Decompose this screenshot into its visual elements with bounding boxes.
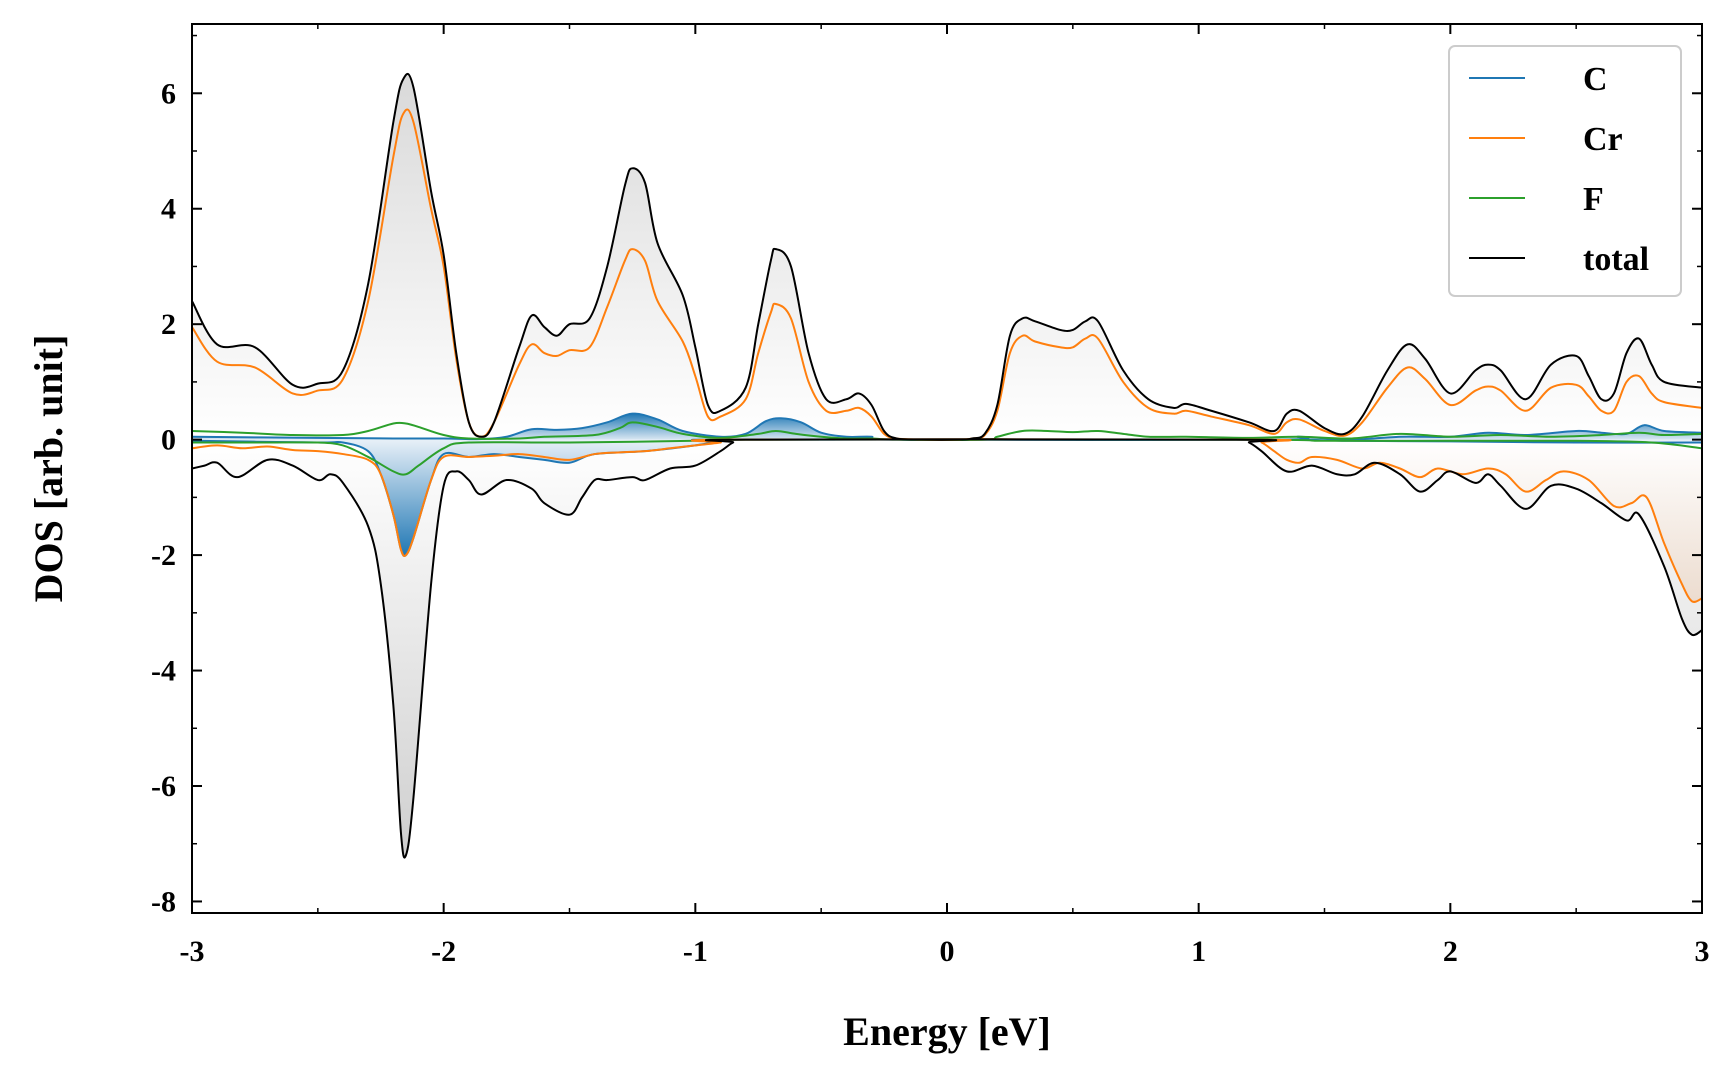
x-tick-label: 0	[940, 935, 955, 968]
area-cr-spin-down	[192, 439, 1702, 602]
legend-label-cr: Cr	[1583, 121, 1623, 158]
y-tick-label: -8	[151, 885, 176, 918]
area-total-spin-up	[192, 73, 1702, 440]
y-tick-label: 4	[161, 193, 176, 226]
y-tick-label: -6	[151, 770, 176, 803]
y-tick-label: -2	[151, 539, 176, 572]
line-f-spin-down	[192, 438, 1702, 476]
legend-label-f: F	[1583, 181, 1604, 218]
y-tick-label: 0	[161, 424, 176, 457]
legend-label-total: total	[1583, 241, 1649, 278]
legend-label-c: C	[1583, 61, 1608, 98]
x-tick-label: 3	[1695, 935, 1710, 968]
area-total-spin-down	[192, 439, 1702, 858]
y-tick-label: -4	[151, 655, 176, 688]
x-tick-label: -1	[683, 935, 708, 968]
y-tick-label: 6	[161, 77, 176, 110]
x-tick-label: -3	[180, 935, 205, 968]
line-f-spin-up	[192, 421, 1702, 441]
y-axis-label: DOS [arb. unit]	[26, 335, 71, 603]
x-axis-label: Energy [eV]	[843, 1009, 1051, 1054]
y-tick-label: 2	[161, 308, 176, 341]
line-total-spin-down	[192, 438, 1702, 859]
x-tick-label: 2	[1443, 935, 1458, 968]
x-tick-label: 1	[1191, 935, 1206, 968]
area-c-spin-up	[192, 413, 1702, 440]
legend-box	[1448, 45, 1682, 297]
line-total-spin-up	[192, 72, 1702, 441]
x-tick-label: -2	[431, 935, 456, 968]
